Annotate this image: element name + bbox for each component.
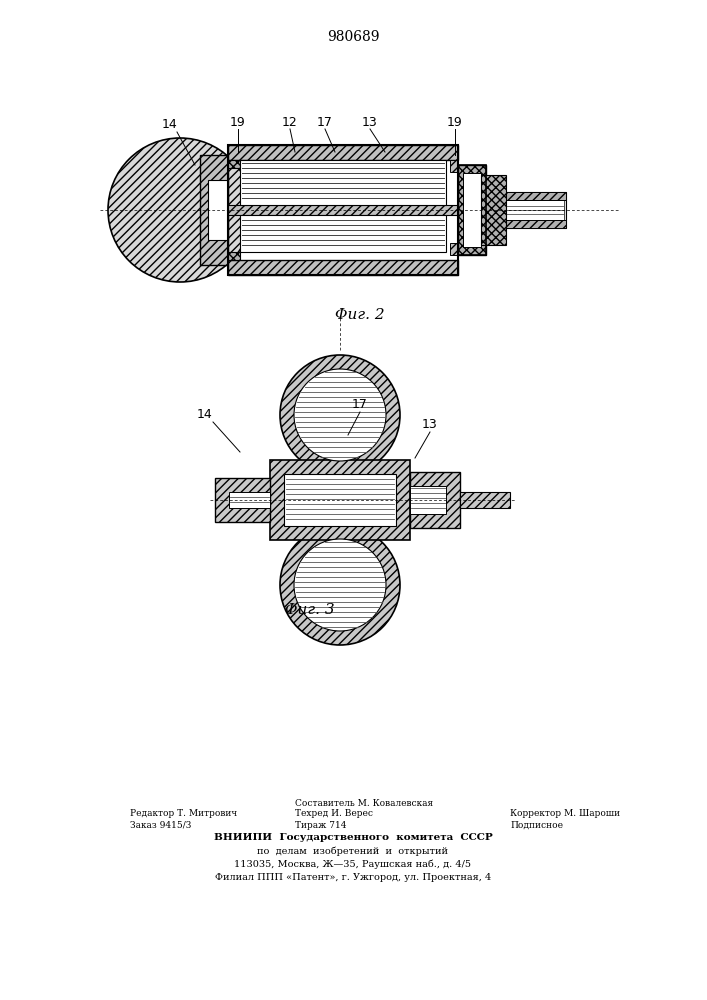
Text: 17: 17 [352, 398, 368, 412]
Bar [228, 260, 458, 275]
Text: 13: 13 [422, 418, 438, 432]
Text: 14: 14 [162, 118, 178, 131]
Text: Составитель М. Ковалевская: Составитель М. Ковалевская [295, 798, 433, 808]
Bar [229, 492, 270, 508]
Text: 19: 19 [230, 115, 246, 128]
Text: Подписное: Подписное [510, 820, 563, 830]
Text: 19: 19 [447, 115, 463, 128]
Text: Филиал ППП «Патент», г. Ужгород, ул. Проектная, 4: Филиал ППП «Патент», г. Ужгород, ул. Про… [215, 872, 491, 882]
Text: 14: 14 [197, 408, 213, 422]
Text: Тираж 714: Тираж 714 [295, 820, 346, 830]
Bar [486, 220, 566, 228]
Text: 980689: 980689 [327, 30, 379, 44]
Bar [486, 192, 566, 200]
Bar [228, 145, 458, 160]
Bar [486, 192, 566, 228]
Bar [410, 486, 446, 514]
Bar [460, 492, 510, 508]
Circle shape [294, 539, 386, 631]
Text: по  делам  изобретений  и  открытий: по делам изобретений и открытий [257, 846, 448, 856]
Circle shape [294, 369, 386, 461]
Bar [488, 200, 564, 220]
Bar [208, 180, 228, 240]
Text: Φиг. 2: Φиг. 2 [335, 308, 385, 322]
Circle shape [280, 355, 400, 475]
Bar [458, 165, 486, 255]
Bar [228, 252, 240, 260]
Text: 113035, Москва, Ж—35, Раушская наб., д. 4/5: 113035, Москва, Ж—35, Раушская наб., д. … [235, 859, 472, 869]
Text: Заказ 9415/3: Заказ 9415/3 [130, 820, 192, 830]
Bar [450, 243, 458, 255]
Circle shape [108, 138, 252, 282]
Bar [215, 478, 270, 522]
Bar [240, 160, 446, 205]
Text: Φиг. 3: Φиг. 3 [285, 603, 335, 617]
Bar [228, 145, 458, 275]
Bar [410, 472, 460, 528]
Text: 12: 12 [282, 115, 298, 128]
Text: 13: 13 [362, 115, 378, 128]
Bar [450, 160, 458, 172]
Bar [458, 165, 486, 255]
Text: 17: 17 [317, 115, 333, 128]
Text: Редактор Т. Митрович: Редактор Т. Митрович [130, 808, 238, 818]
Bar [200, 155, 228, 265]
Circle shape [280, 525, 400, 645]
Bar [270, 460, 410, 540]
Text: Техред И. Верес: Техред И. Верес [295, 808, 373, 818]
Bar [240, 215, 446, 252]
Bar [463, 173, 481, 247]
Text: ВНИИПИ  Государственного  комитета  СССР: ВНИИПИ Государственного комитета СССР [214, 834, 492, 842]
Bar [284, 474, 396, 526]
Bar [481, 175, 506, 245]
Text: Корректор М. Шароши: Корректор М. Шароши [510, 808, 620, 818]
Bar [228, 205, 458, 215]
Bar [228, 160, 240, 168]
